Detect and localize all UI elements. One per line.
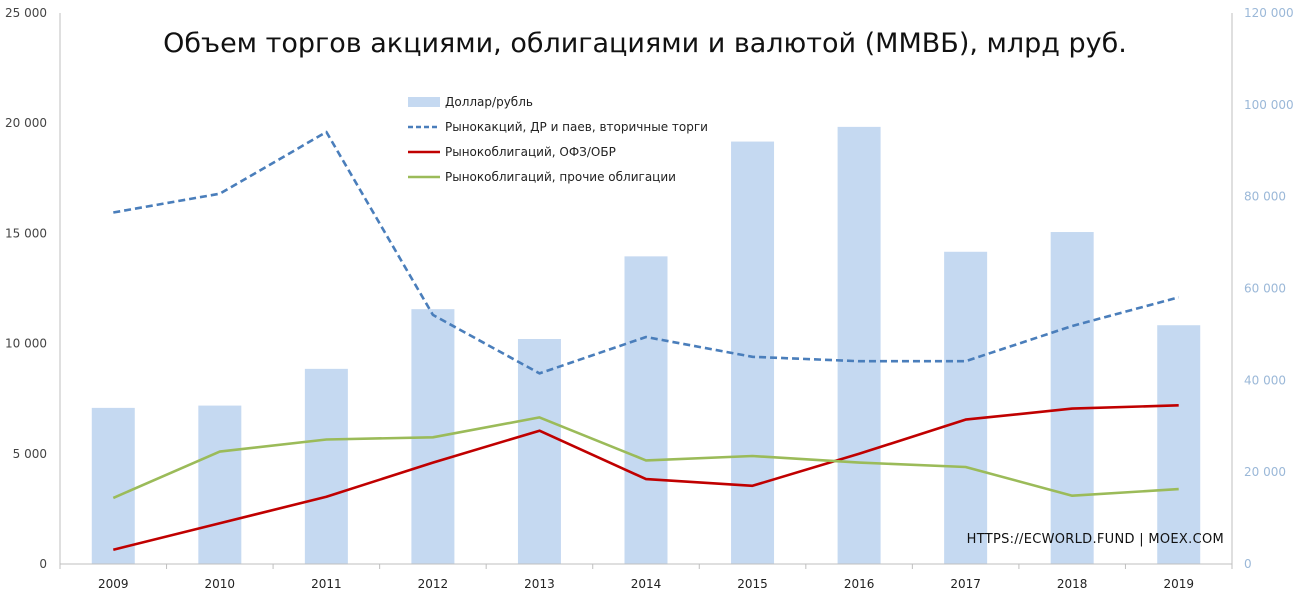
right-axis-tick-labels: 0 20 000 40 000 60 000 80 000 100 000 120 000 xyxy=(1244,6,1294,571)
legend-label: Рынокоблигаций, прочие облигации xyxy=(445,170,676,184)
line-series-group xyxy=(112,130,1180,551)
x-axis-tick-labels: 2009 2010 2011 2012 2013 2014 2015 2016 2017 2018… xyxy=(98,577,1194,591)
chart-title: Объем торгов акциями, облигациями и валю… xyxy=(163,28,1127,59)
source-watermark: HTTPS://ECWORLD.FUND | MOEX.COM xyxy=(967,532,1224,547)
right-tick-label: 0 xyxy=(1244,557,1252,571)
right-tick-label: 100 000 xyxy=(1244,98,1294,112)
legend: Доллар/рубль Рынокакций, ДР и паев, втори… xyxy=(408,95,708,184)
bar-2010 xyxy=(198,405,242,564)
x-tick-label-2017: 2017 xyxy=(950,577,981,591)
x-tick-label-2011: 2011 xyxy=(311,577,342,591)
bar-2019 xyxy=(1157,325,1201,564)
right-tick-label: 120 000 xyxy=(1244,6,1294,20)
legend-swatch xyxy=(408,97,440,107)
bar-2013 xyxy=(517,339,561,564)
left-tick-label: 5 000 xyxy=(13,447,47,461)
legend-item-рынокоблигаций-офз-обр: Рынокоблигаций, ОФЗ/ОБР xyxy=(408,145,616,159)
legend-item-рынокоблигаций-прочие-облигации: Рынокоблигаций, прочие облигации xyxy=(408,170,676,184)
bar-2015 xyxy=(731,141,775,565)
x-tick-label-2012: 2012 xyxy=(418,577,449,591)
legend-item-доллар-рубль: Доллар/рубль xyxy=(408,95,533,109)
bar-2009 xyxy=(91,407,135,564)
x-tick-label-2018: 2018 xyxy=(1057,577,1088,591)
line-рынокакций-др-и-паев-вторичные-торги xyxy=(113,130,1180,375)
bar-2011 xyxy=(304,368,348,564)
right-tick-label: 60 000 xyxy=(1244,282,1286,296)
x-tick-label-2013: 2013 xyxy=(524,577,555,591)
x-tick-label-2014: 2014 xyxy=(631,577,662,591)
right-tick-label: 20 000 xyxy=(1244,465,1286,479)
x-tick-label-2015: 2015 xyxy=(737,577,768,591)
right-tick-label: 80 000 xyxy=(1244,190,1286,204)
line-рынокоблигаций-офз-обр xyxy=(112,404,1179,551)
left-tick-label: 10 000 xyxy=(5,337,47,351)
x-tick-label-2009: 2009 xyxy=(98,577,129,591)
left-tick-label: 20 000 xyxy=(5,116,47,130)
bar-2017 xyxy=(944,251,988,564)
legend-label: Рынокакций, ДР и паев, вторичные торги xyxy=(445,120,708,134)
right-tick-label: 40 000 xyxy=(1244,373,1286,387)
x-tick-label-2016: 2016 xyxy=(844,577,875,591)
bar-2014 xyxy=(624,256,668,564)
left-tick-label: 0 xyxy=(39,557,47,571)
bar-2018 xyxy=(1050,232,1094,564)
legend-label: Рынокоблигаций, ОФЗ/ОБР xyxy=(445,145,616,159)
legend-label: Доллар/рубль xyxy=(445,95,533,109)
line-рынокоблигаций-прочие-облигации xyxy=(112,416,1179,500)
bar-series-usd-rub xyxy=(91,126,1201,565)
left-axis-tick-labels: 0 5 000 10 000 15 000 20 000 25 000 xyxy=(5,6,47,571)
legend-item-рынокакций-др-и-паев-вторичные-торги: Рынокакций, ДР и паев, вторичные торги xyxy=(408,120,708,134)
axes xyxy=(59,13,1233,569)
bar-2016 xyxy=(837,126,881,564)
left-tick-label: 15 000 xyxy=(5,226,47,240)
x-tick-label-2010: 2010 xyxy=(205,577,236,591)
x-tick-label-2019: 2019 xyxy=(1163,577,1194,591)
left-tick-label: 25 000 xyxy=(5,6,47,20)
